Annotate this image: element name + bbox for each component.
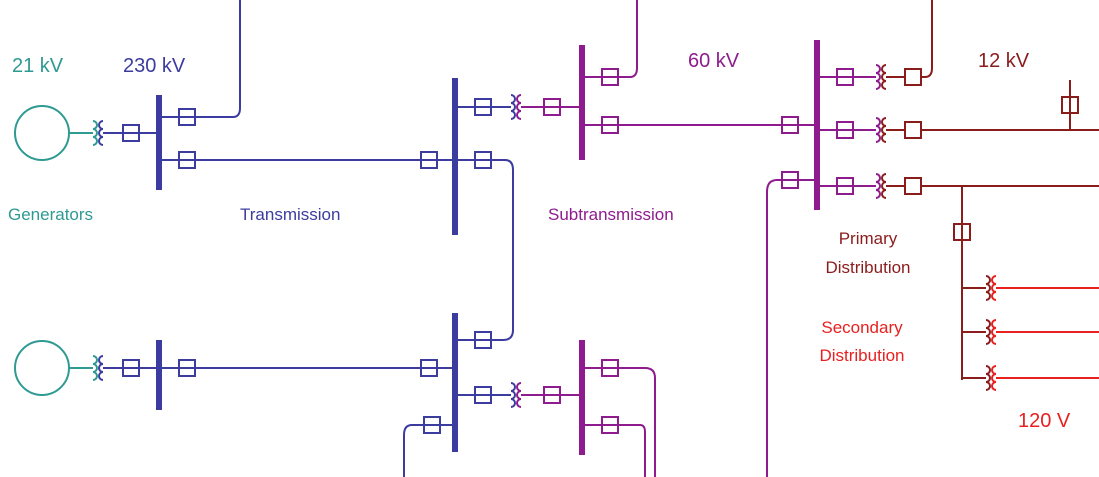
coil bbox=[92, 355, 98, 381]
voltage-label: 21 kV bbox=[12, 55, 64, 77]
coil bbox=[985, 319, 991, 345]
coil bbox=[985, 275, 991, 301]
voltage-label: 120 V bbox=[1018, 410, 1071, 432]
wire bbox=[455, 159, 514, 341]
coil bbox=[991, 275, 997, 301]
coil bbox=[510, 382, 516, 408]
coil bbox=[881, 117, 887, 143]
wire bbox=[582, 367, 656, 477]
coil bbox=[875, 64, 881, 90]
section-label: Generators bbox=[8, 205, 93, 224]
breaker bbox=[904, 177, 922, 195]
section-label: Secondary bbox=[821, 318, 903, 337]
voltage-label: 60 kV bbox=[688, 50, 740, 72]
coil bbox=[516, 382, 522, 408]
wire bbox=[766, 179, 817, 477]
section-label: Subtransmission bbox=[548, 205, 674, 224]
wire bbox=[582, 0, 638, 78]
wire bbox=[403, 424, 455, 477]
breaker bbox=[904, 121, 922, 139]
coil bbox=[875, 117, 881, 143]
generator bbox=[14, 340, 70, 396]
coil bbox=[510, 94, 516, 120]
coil bbox=[991, 365, 997, 391]
section-label: Primary bbox=[839, 229, 898, 248]
coil bbox=[98, 355, 104, 381]
breaker bbox=[904, 68, 922, 86]
voltage-label: 12 kV bbox=[978, 50, 1030, 72]
wire bbox=[582, 424, 646, 477]
coil bbox=[98, 120, 104, 146]
coil bbox=[985, 365, 991, 391]
section-label: Transmission bbox=[240, 205, 340, 224]
wire bbox=[892, 0, 933, 78]
coil bbox=[516, 94, 522, 120]
coil bbox=[881, 64, 887, 90]
coil bbox=[881, 173, 887, 199]
section-label: Distribution bbox=[825, 258, 910, 277]
coil bbox=[92, 120, 98, 146]
coil bbox=[991, 319, 997, 345]
coil bbox=[875, 173, 881, 199]
section-label: Distribution bbox=[819, 346, 904, 365]
generator bbox=[14, 105, 70, 161]
wire bbox=[159, 0, 241, 118]
voltage-label: 230 kV bbox=[123, 55, 186, 77]
